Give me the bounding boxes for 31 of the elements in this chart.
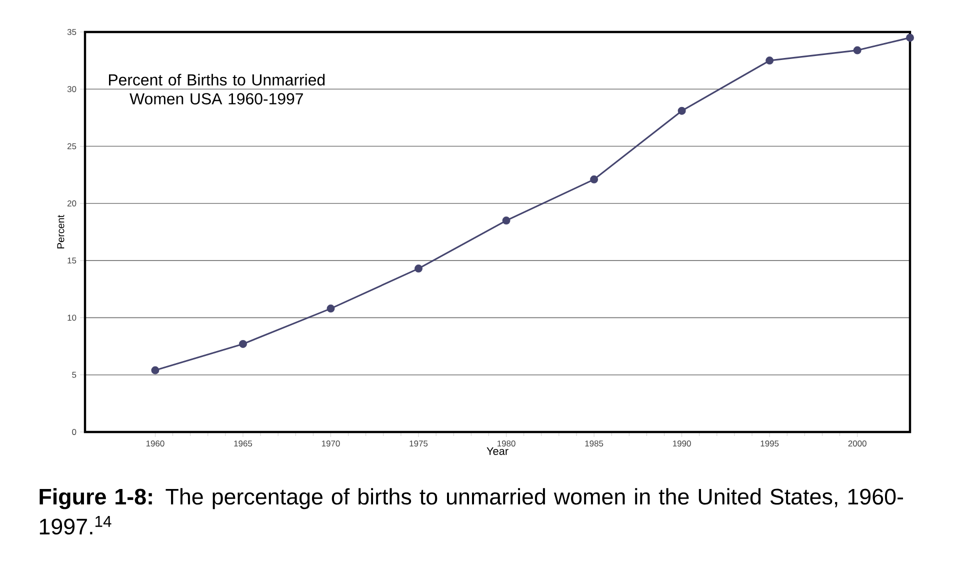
text: Percent of Births to Unmarried Women USA 1960-1997	[109, 74, 325, 104]
y-axis-title: Percent	[57, 214, 64, 248]
y-tick-label: 15	[68, 258, 76, 264]
text: Figure 1-8: The percentage of births to unmarried women in the United States, 1960-1997.$^{14}$	[40, 488, 903, 535]
point	[766, 56, 774, 65]
x-tick-label: 2000	[848, 440, 866, 446]
x-tick-label: 1975	[410, 440, 428, 446]
y-tick-label: 0	[72, 428, 76, 435]
y-tick-label: 30	[67, 86, 76, 92]
x-tick-label: 1985	[585, 440, 604, 446]
point	[906, 34, 914, 42]
y-tick-label: 35	[67, 28, 76, 35]
x-tick-label: 1995	[760, 440, 779, 446]
y-tick-label: 20	[67, 200, 76, 206]
y-tick-label: 25	[67, 143, 76, 150]
point	[502, 216, 510, 225]
x-tick-label: 1960	[146, 440, 164, 446]
x-tick-label: 1965	[234, 440, 252, 446]
x-axis-title: Year	[486, 447, 508, 455]
y-tick-label: 5	[72, 372, 76, 378]
point	[853, 46, 862, 54]
y-tick-label: 10	[68, 314, 76, 321]
point	[326, 304, 335, 313]
point	[151, 366, 160, 374]
point	[238, 340, 247, 348]
point	[414, 264, 423, 273]
x-tick-label: 1970	[322, 440, 340, 446]
x-tick-label: 1990	[673, 440, 691, 446]
point	[678, 106, 686, 115]
x-tick-label: 1980	[498, 440, 516, 446]
point	[590, 175, 598, 184]
